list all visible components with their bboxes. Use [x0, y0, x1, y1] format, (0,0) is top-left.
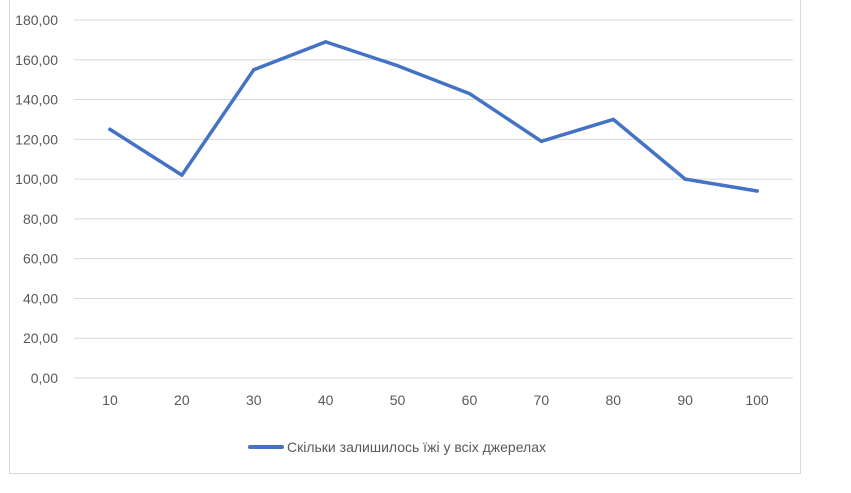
legend[interactable]: Скільки залишилось їжі у всіх джерелах	[248, 439, 546, 455]
y-tick-label: 140,00	[15, 92, 58, 108]
x-tick-label: 50	[390, 392, 406, 408]
x-tick-label: 30	[246, 392, 262, 408]
y-tick-label: 180,00	[15, 12, 58, 28]
data-point	[683, 177, 687, 181]
x-tick-label: 100	[745, 392, 769, 408]
x-tick-label: 70	[534, 392, 550, 408]
data-point	[755, 189, 759, 193]
x-tick-label: 10	[102, 392, 118, 408]
legend-label: Скільки залишилось їжі у всіх джерелах	[287, 439, 546, 455]
y-tick-label: 40,00	[23, 290, 58, 306]
y-axis-ticks: 0,00 20,00 40,00 60,00 80,00 100,00 120,00 140,…	[15, 12, 58, 386]
y-tick-label: 60,00	[23, 251, 58, 267]
chart-frame	[9, 0, 801, 474]
series-layer	[108, 40, 759, 193]
data-point	[611, 117, 615, 122]
y-tick-label: 80,00	[23, 211, 58, 227]
y-tick-label: 120,00	[15, 131, 58, 147]
x-tick-label: 90	[677, 392, 693, 408]
data-point	[108, 127, 112, 132]
x-tick-label: 40	[318, 392, 334, 408]
data-point	[323, 40, 328, 44]
data-point	[395, 63, 400, 68]
gridlines	[74, 19, 793, 379]
data-point	[539, 139, 544, 144]
data-point	[180, 173, 184, 177]
y-tick-label: 100,00	[15, 171, 58, 187]
x-tick-label: 80	[605, 392, 621, 408]
x-tick-label: 20	[174, 392, 190, 408]
x-axis-ticks: 10 20 30 40 50 60 70 80 90 100	[102, 392, 769, 408]
series-line	[108, 40, 759, 193]
x-tick-label: 60	[462, 392, 478, 408]
data-point	[467, 91, 472, 96]
data-point	[252, 67, 256, 72]
y-tick-label: 20,00	[23, 330, 58, 346]
y-tick-label: 160,00	[15, 52, 58, 68]
y-tick-label: 0,00	[31, 370, 58, 386]
